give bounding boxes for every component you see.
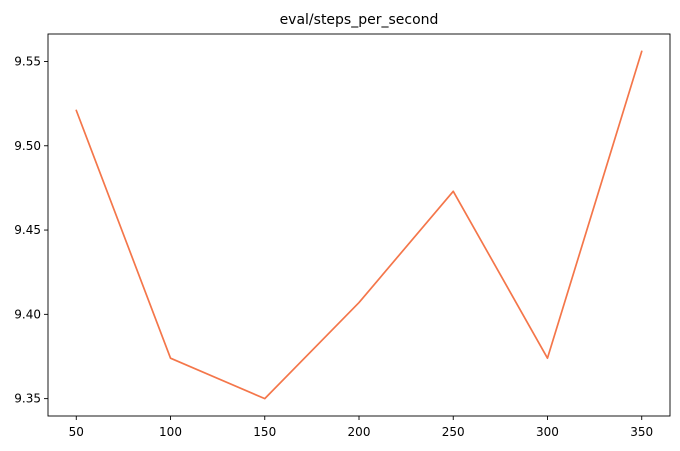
y-tick-label: 9.50 (14, 139, 41, 153)
x-tick-label: 250 (442, 425, 465, 439)
x-axis: 50 100 150 200 250 300 350 (69, 416, 653, 439)
x-tick-label: 100 (159, 425, 182, 439)
x-tick-label: 50 (69, 425, 84, 439)
x-tick-label: 300 (536, 425, 559, 439)
y-tick-label: 9.45 (14, 223, 41, 237)
y-tick-label: 9.55 (14, 54, 41, 68)
x-tick-label: 200 (348, 425, 371, 439)
y-tick-label: 9.40 (14, 307, 41, 321)
x-tick-label: 150 (253, 425, 276, 439)
x-tick-label: 350 (630, 425, 653, 439)
plot-frame-rect (47, 33, 671, 417)
plot-frame (47, 33, 671, 417)
series-layer (75, 50, 643, 400)
y-tick-label: 9.35 (14, 392, 41, 406)
series-line-0 (75, 50, 643, 400)
y-axis: 9.35 9.40 9.45 9.50 9.55 (14, 54, 48, 406)
chart-title: eval/steps_per_second (280, 12, 439, 28)
